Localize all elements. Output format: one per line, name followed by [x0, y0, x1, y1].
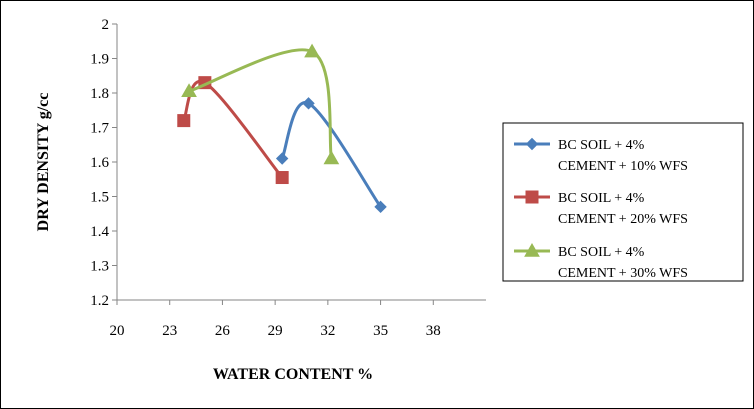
legend-label-line-1: BC SOIL + 4% [558, 138, 645, 153]
legend-label-line-2: CEMENT + 10% WFS [558, 159, 688, 174]
y-tick-label: 2 [102, 17, 110, 33]
y-tick-label: 1.5 [90, 190, 109, 206]
x-tick-label: 20 [110, 323, 125, 339]
axes: 1.2 1.3 1.4 1.5 1.6 1.7 1.8 1.9 2 20 23 26 29 32 35 38 W… [35, 17, 486, 383]
data-point [275, 152, 289, 165]
x-tick-label: 29 [268, 323, 283, 339]
y-tick-label: 1.3 [90, 259, 109, 275]
data-point [177, 114, 191, 128]
legend-label-line-2: CEMENT + 20% WFS [558, 212, 688, 227]
legend-entry-1: BC SOIL + 4% CEMENT + 10% WFS [514, 137, 688, 174]
x-axis-title: WATER CONTENT % [213, 366, 373, 383]
y-tick-label: 1.7 [90, 121, 109, 137]
y-tick-label: 1.6 [90, 155, 109, 171]
y-tick-label: 1.2 [90, 293, 109, 309]
legend-box [502, 122, 744, 282]
series-layer [177, 43, 387, 214]
series-3 [181, 43, 340, 165]
y-tick-label: 1.8 [90, 86, 109, 102]
data-point [275, 171, 289, 185]
x-tick-label: 26 [215, 323, 231, 339]
series-line [182, 79, 284, 179]
data-point [323, 150, 340, 165]
data-point [304, 43, 320, 58]
data-point [374, 200, 387, 214]
x-tick-label: 38 [426, 323, 441, 339]
legend-entry-3: BC SOIL + 4% CEMENT + 30% WFS [514, 242, 688, 281]
y-tick-label: 1.4 [90, 224, 109, 240]
data-point [181, 83, 197, 98]
legend-marker [524, 242, 540, 257]
y-axis-title: DRY DENSITY g/cc [35, 93, 52, 232]
legend-label-line-2: CEMENT + 30% WFS [558, 266, 688, 281]
legend-marker [525, 190, 539, 204]
legend-marker [525, 137, 539, 151]
series-1 [275, 97, 387, 214]
legend-label-line-1: BC SOIL + 4% [558, 191, 645, 206]
x-tick-label: 23 [162, 323, 177, 339]
data-point [302, 97, 315, 110]
x-tick-label: 32 [320, 323, 335, 339]
legend-label-line-1: BC SOIL + 4% [558, 245, 645, 260]
x-tick-label: 35 [373, 323, 388, 339]
y-tick-label: 1.9 [90, 52, 109, 68]
legend-entry-2: BC SOIL + 4% CEMENT + 20% WFS [514, 190, 688, 227]
